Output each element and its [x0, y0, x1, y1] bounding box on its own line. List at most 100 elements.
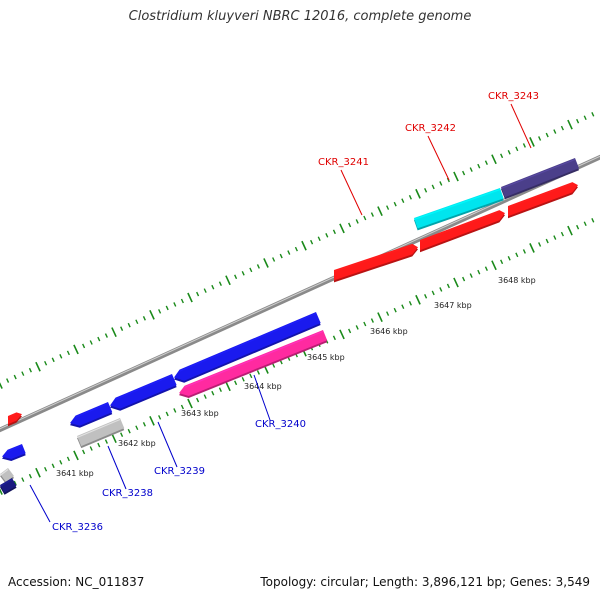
- tick-mark: [149, 415, 155, 426]
- tick-mark: [363, 321, 367, 327]
- kbp-tick-label: 3647 kbp: [434, 301, 472, 310]
- tick-mark: [35, 467, 41, 478]
- tick-mark: [111, 433, 117, 444]
- tick-mark: [66, 350, 70, 356]
- feature-body: [508, 182, 578, 217]
- kbp-tick-label: 3648 kbp: [498, 276, 536, 285]
- tick-mark: [263, 258, 269, 268]
- tick-mark: [28, 473, 32, 479]
- tick-mark: [317, 236, 321, 242]
- gene-label-text: CKR_3238: [102, 488, 153, 499]
- gene-label-ckr_3241: CKR_3241: [318, 157, 369, 216]
- kbp-tick-label: 3644 kbp: [244, 382, 282, 391]
- tick-mark: [348, 222, 352, 228]
- tick-mark: [0, 382, 3, 389]
- tick-mark: [408, 300, 412, 306]
- gene-label-leader: [253, 374, 271, 421]
- gene-forward-strand-3242: [419, 210, 505, 253]
- tick-mark: [187, 398, 193, 409]
- tick-mark: [196, 291, 200, 297]
- tick-mark: [187, 292, 193, 303]
- gene-label-ckr_3240: CKR_3240: [253, 374, 306, 430]
- kbp-tick-label: 3643 kbp: [181, 409, 219, 418]
- tick-mark: [59, 354, 63, 359]
- gene-label-text: CKR_3241: [318, 157, 369, 168]
- tick-mark: [13, 374, 17, 380]
- gene-label-text: CKR_3240: [255, 419, 306, 430]
- kbp-tick-label: 3645 kbp: [307, 353, 345, 362]
- map-title: Clostridium kluyveri NBRC 12016, complet…: [128, 9, 472, 24]
- tick-mark: [135, 425, 139, 431]
- gene-reverse-strand-left-navy: [0, 478, 17, 495]
- tick-mark: [507, 256, 511, 261]
- tick-mark: [294, 246, 298, 252]
- tick-mark: [538, 242, 542, 247]
- gene-features: [0, 158, 580, 495]
- tick-mark: [538, 136, 542, 141]
- kbp-tick-label: 3646 kbp: [370, 327, 408, 336]
- feature-body: [179, 330, 328, 396]
- feature-highlight: [184, 330, 324, 388]
- tick-mark: [462, 276, 466, 282]
- tick-mark: [310, 239, 314, 245]
- tick-mark: [393, 307, 397, 313]
- tick-mark: [363, 215, 367, 221]
- tick-mark: [272, 363, 276, 368]
- accession-text: Accession: NC_011837: [8, 575, 145, 589]
- tick-mark: [415, 294, 421, 305]
- tick-mark: [256, 264, 260, 269]
- tick-mark: [522, 143, 526, 148]
- tick-mark: [469, 167, 473, 172]
- tick-mark: [491, 260, 497, 271]
- tick-mark: [393, 201, 397, 207]
- kbp-tick-labels: 3641 kbp 3642 kbp 3643 kbp 3644 kbp 3645 kbp…: [56, 276, 536, 478]
- gene-label-ckr_3243: CKR_3243: [488, 91, 539, 149]
- tick-mark: [491, 154, 497, 165]
- tick-mark: [21, 371, 25, 376]
- tick-mark: [256, 370, 260, 375]
- tick-mark: [82, 449, 86, 455]
- feature-body: [414, 188, 504, 229]
- tick-mark: [142, 422, 146, 427]
- tick-mark: [44, 466, 48, 472]
- tick-mark: [158, 309, 162, 314]
- gene-label-leader: [510, 103, 532, 149]
- tick-mark: [401, 198, 405, 204]
- tick-mark: [51, 357, 55, 363]
- tick-mark: [415, 188, 421, 199]
- tick-mark: [377, 206, 383, 216]
- tick-mark: [142, 316, 146, 321]
- gene-label-leader: [107, 445, 127, 490]
- tick-mark: [97, 442, 101, 448]
- tick-mark: [211, 390, 215, 396]
- tick-mark: [507, 150, 511, 155]
- gene-label-leader: [29, 484, 51, 523]
- inner-tick-row: [0, 217, 595, 495]
- tick-mark: [446, 177, 450, 183]
- tick-mark: [28, 367, 32, 373]
- gene-label-text: CKR_3236: [52, 522, 103, 533]
- feature-highlight: [7, 413, 17, 419]
- tick-mark: [484, 160, 488, 165]
- tick-mark: [35, 361, 41, 372]
- tick-mark: [173, 408, 177, 413]
- tick-mark: [332, 335, 336, 341]
- tick-mark: [553, 235, 557, 240]
- gene-reverse-strand-blue-long: [174, 312, 321, 383]
- gene-label-leader: [157, 421, 178, 468]
- tick-mark: [0, 488, 3, 495]
- tick-mark: [203, 288, 207, 293]
- tick-mark: [21, 477, 25, 482]
- tick-mark: [522, 249, 526, 254]
- tick-mark: [203, 394, 207, 399]
- tick-mark: [424, 188, 428, 193]
- feature-body: [0, 478, 17, 493]
- feature-body: [420, 210, 505, 251]
- feature-highlight: [333, 244, 413, 273]
- tick-mark: [241, 377, 245, 382]
- tick-mark: [439, 181, 443, 186]
- gene-forward-strand-red-small: [7, 412, 22, 427]
- feature-highlight: [0, 478, 13, 488]
- feature-highlight: [179, 312, 317, 372]
